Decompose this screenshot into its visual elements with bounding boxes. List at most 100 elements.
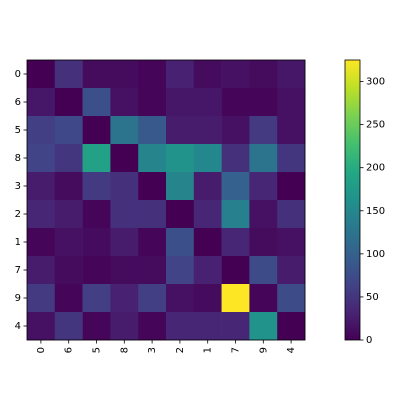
heatmap-cell bbox=[221, 60, 250, 89]
heatmap-cell bbox=[277, 284, 306, 313]
heatmap-cell bbox=[110, 144, 139, 173]
heatmap-cell bbox=[54, 172, 83, 201]
heatmap-cell bbox=[193, 312, 222, 341]
heatmap-cell bbox=[54, 284, 83, 313]
heatmap-cell bbox=[110, 256, 139, 285]
x-tick-label: 3 bbox=[147, 347, 158, 353]
heatmap-cell bbox=[277, 172, 306, 201]
heatmap-cell bbox=[166, 256, 195, 285]
x-tick-label: 4 bbox=[286, 347, 297, 353]
heatmap-cell bbox=[138, 144, 167, 173]
heatmap-cell bbox=[166, 116, 195, 145]
y-tick-label: 1 bbox=[15, 237, 21, 248]
heatmap-cell bbox=[138, 284, 167, 313]
heatmap-cell bbox=[221, 256, 250, 285]
heatmap-cell bbox=[138, 88, 167, 117]
heatmap-cell bbox=[166, 88, 195, 117]
heatmap-cell bbox=[277, 256, 306, 285]
plot-frame bbox=[26, 59, 306, 341]
y-tick-label: 7 bbox=[15, 265, 21, 276]
heatmap-cell bbox=[138, 312, 167, 341]
heatmap-cell bbox=[110, 312, 139, 341]
heatmap-cell bbox=[82, 144, 111, 173]
x-tick-label: 8 bbox=[119, 347, 130, 353]
heatmap-cell bbox=[27, 116, 56, 145]
colorbar-tick-label: 100 bbox=[366, 249, 385, 260]
heatmap-cell bbox=[27, 228, 56, 257]
heatmap-cell bbox=[54, 116, 83, 145]
x-tick-label: 5 bbox=[92, 347, 103, 353]
y-tick-label: 5 bbox=[15, 125, 21, 136]
heatmap-cell bbox=[110, 228, 139, 257]
heatmap-cell bbox=[249, 256, 278, 285]
heatmap-cell bbox=[54, 60, 83, 89]
heatmap-cell bbox=[221, 88, 250, 117]
heatmap-cell bbox=[249, 200, 278, 229]
heatmap-cell bbox=[249, 228, 278, 257]
heatmap-cell bbox=[27, 200, 56, 229]
y-tick-label: 8 bbox=[15, 153, 21, 164]
y-tick-label: 0 bbox=[15, 69, 21, 80]
x-tick-label: 2 bbox=[175, 347, 186, 353]
x-tick-label: 1 bbox=[203, 347, 214, 353]
heatmap-cell bbox=[27, 256, 56, 285]
colorbar-tick-label: 50 bbox=[366, 292, 379, 303]
heatmap-cell bbox=[110, 116, 139, 145]
heatmap-cell bbox=[277, 60, 306, 89]
heatmap-cell bbox=[277, 228, 306, 257]
heatmap-cell bbox=[221, 228, 250, 257]
heatmap-cell bbox=[54, 256, 83, 285]
heatmap-cell bbox=[110, 88, 139, 117]
heatmap-cell bbox=[27, 312, 56, 341]
heatmap-cell bbox=[249, 116, 278, 145]
heatmap-cell bbox=[110, 60, 139, 89]
colorbar-tick-label: 200 bbox=[366, 163, 385, 174]
heatmap-cell bbox=[193, 144, 222, 173]
heatmap-cell bbox=[249, 312, 278, 341]
heatmap-cell bbox=[82, 256, 111, 285]
heatmap-cell bbox=[27, 284, 56, 313]
heatmap-cell bbox=[54, 144, 83, 173]
colorbar-tick-label: 250 bbox=[366, 120, 385, 131]
colorbar bbox=[344, 59, 361, 341]
heatmap-cell bbox=[166, 200, 195, 229]
colorbar-tick-label: 0 bbox=[366, 335, 372, 346]
heatmap-cell bbox=[166, 144, 195, 173]
heatmap-cell bbox=[54, 228, 83, 257]
heatmap-cell bbox=[82, 172, 111, 201]
heatmap-cell bbox=[221, 116, 250, 145]
heatmap-cell bbox=[138, 172, 167, 201]
y-tick-label: 9 bbox=[15, 293, 21, 304]
heatmap-cell bbox=[54, 200, 83, 229]
heatmap-cell bbox=[166, 228, 195, 257]
y-tick-label: 6 bbox=[15, 97, 21, 108]
heatmap-cell bbox=[27, 144, 56, 173]
x-tick-label: 7 bbox=[231, 347, 242, 353]
x-tick-label: 6 bbox=[64, 347, 75, 353]
y-tick-label: 3 bbox=[15, 181, 21, 192]
heatmap-cell bbox=[82, 116, 111, 145]
heatmap-cell bbox=[82, 88, 111, 117]
heatmap-cell bbox=[193, 116, 222, 145]
heatmap-cell bbox=[54, 312, 83, 341]
heatmap-cell bbox=[249, 144, 278, 173]
heatmap-cell bbox=[193, 284, 222, 313]
heatmap-cell bbox=[110, 284, 139, 313]
heatmap-cell bbox=[82, 284, 111, 313]
heatmap-cell bbox=[27, 88, 56, 117]
heatmap-cell bbox=[110, 200, 139, 229]
heatmap-cell bbox=[277, 200, 306, 229]
heatmap-cell bbox=[166, 60, 195, 89]
heatmap-cell bbox=[249, 172, 278, 201]
y-tick-label: 2 bbox=[15, 209, 21, 220]
heatmap-cell bbox=[277, 144, 306, 173]
heatmap-cell bbox=[249, 284, 278, 313]
heatmap-cell bbox=[54, 88, 83, 117]
heatmap-cell bbox=[138, 60, 167, 89]
heatmap-cell bbox=[221, 172, 250, 201]
colorbar-tick-label: 300 bbox=[366, 77, 385, 88]
heatmap-cell bbox=[221, 284, 250, 313]
heatmap-cell bbox=[166, 312, 195, 341]
heatmap-cell bbox=[110, 172, 139, 201]
